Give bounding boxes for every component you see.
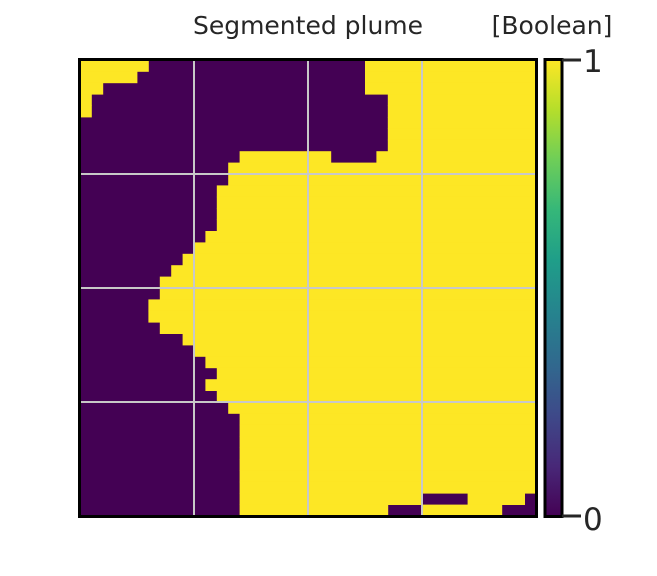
colorbar-tick-label-max: 1 [583, 44, 603, 80]
plume-cell-run [216, 367, 537, 380]
plume-cell-run [216, 390, 537, 403]
plume-cell-run [228, 402, 537, 414]
plume-cell-run [80, 82, 104, 95]
plume-cell-run [365, 60, 537, 72]
plume-cell-run [194, 242, 537, 255]
plume-cell-run [159, 322, 537, 334]
plume-cell-run [239, 470, 537, 483]
plume-cell-run [159, 276, 537, 289]
plume-cell-run [216, 219, 537, 232]
plume-cell-run [216, 196, 537, 209]
plume-cell-run [159, 288, 537, 300]
plume-cell-run [239, 459, 537, 471]
colorbar-label: [Boolean] [492, 11, 613, 40]
chart-title: Segmented plume [193, 11, 423, 40]
plume-cell-run [205, 379, 537, 391]
plume-cell-run [239, 424, 537, 437]
plume-cell-run [365, 82, 537, 95]
plume-cell-run [228, 174, 537, 186]
plume-cell-run [387, 94, 537, 106]
plume-cell-run [205, 356, 537, 369]
plume-cell-run [239, 481, 537, 494]
plume-cell-run [239, 413, 537, 426]
plume-cell-run [467, 493, 525, 505]
plume-cell-run [239, 447, 537, 460]
plume-cell-run [80, 60, 149, 72]
plume-cell-run [194, 345, 537, 357]
plume-cell-run [216, 208, 537, 220]
plume-cell-run [216, 185, 537, 198]
plume-cell-run [148, 299, 537, 312]
colorbar-tick-label-min: 0 [583, 502, 603, 538]
plume-cell-run [239, 436, 537, 448]
plume-cell-run [80, 94, 92, 106]
plume-cell-run [228, 162, 537, 175]
plume-cell-run [205, 231, 537, 243]
plume-cell-run [148, 310, 537, 323]
plume-cell-run [80, 105, 92, 118]
plume-cell-run [239, 151, 332, 163]
plume-cell-run [422, 504, 503, 517]
colorbar [543, 58, 564, 518]
plot-frame [78, 58, 538, 518]
plume-cell-run [80, 71, 138, 84]
plume-cell-run [239, 493, 423, 505]
plume-cell-run [387, 105, 537, 118]
plume-cell-run [171, 265, 537, 277]
plume-cell-run [387, 117, 537, 129]
plume-cell-run [387, 139, 537, 152]
plume-cell-run [182, 333, 537, 346]
grid-lines [80, 60, 536, 516]
plume-cell-run [387, 128, 537, 141]
plume-cell-run [239, 504, 389, 517]
plume-cell-run [376, 151, 537, 163]
plume-cell-run [365, 71, 537, 84]
plume-cell-run [182, 253, 537, 266]
